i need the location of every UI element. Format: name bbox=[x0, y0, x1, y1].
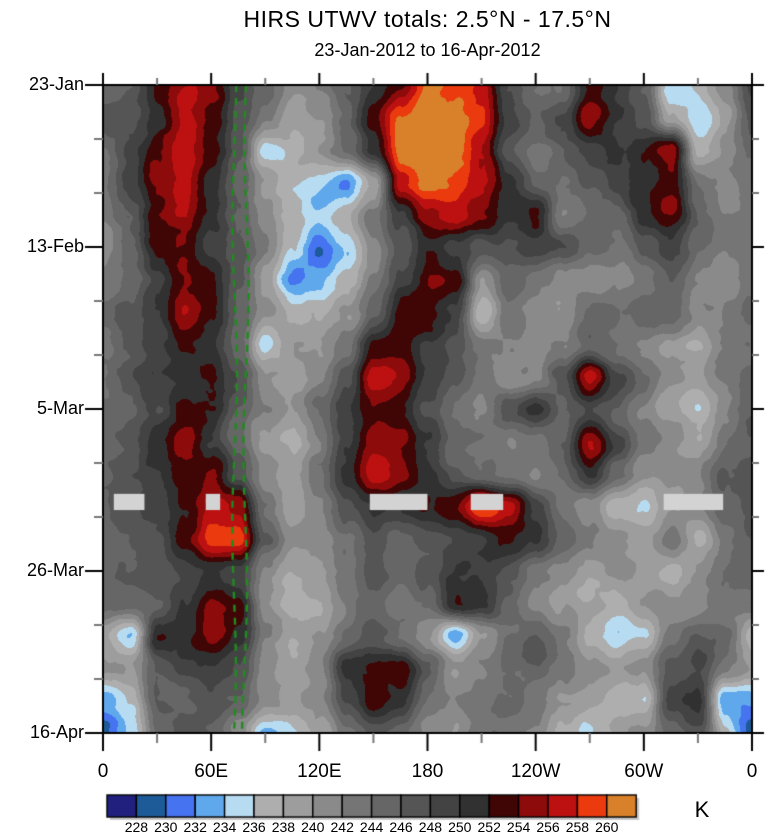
y-tick-label: 16-Apr bbox=[29, 722, 84, 742]
y-tick-label: 23-Jan bbox=[28, 74, 84, 94]
colorbar-tick-label: 254 bbox=[506, 819, 531, 834]
x-tick-label: 180 bbox=[411, 761, 444, 782]
colorbar-tick-label: 230 bbox=[154, 819, 178, 834]
chart-title: HIRS UTWV totals: 2.5°N - 17.5°N bbox=[243, 6, 612, 32]
colorbar-tick-label: 260 bbox=[595, 819, 619, 834]
colorbar-tick-label: 236 bbox=[242, 819, 266, 834]
chart-subtitle: 23-Jan-2012 to 16-Apr-2012 bbox=[314, 40, 541, 60]
colorbar-tick-label: 242 bbox=[330, 819, 354, 834]
colorbar-tick-label: 256 bbox=[536, 819, 560, 834]
colorbar-tick-label: 240 bbox=[301, 819, 325, 834]
colorbar-tick-label: 250 bbox=[448, 819, 472, 834]
colorbar-tick-label: 258 bbox=[565, 819, 590, 834]
colorbar-tick-label: 238 bbox=[271, 819, 296, 834]
x-tick-label: 120W bbox=[510, 761, 561, 782]
colorbar-tick-label: 252 bbox=[477, 819, 501, 834]
colorbar-tick-label: 246 bbox=[389, 819, 413, 834]
colorbar-units-label: K bbox=[694, 797, 710, 822]
colorbar-tick-label: 232 bbox=[183, 819, 207, 834]
colorbar-tick-label: 248 bbox=[418, 819, 443, 834]
colorbar-tick-label: 244 bbox=[359, 819, 384, 834]
x-tick-label: 60W bbox=[624, 761, 664, 782]
x-tick-label: 60E bbox=[194, 761, 229, 782]
y-tick-label: 5-Mar bbox=[36, 398, 84, 418]
x-tick-label: 0 bbox=[746, 761, 758, 782]
x-tick-label: 0 bbox=[97, 761, 109, 782]
colorbar-tick-label: 234 bbox=[212, 819, 237, 834]
colorbar-tick-label: 228 bbox=[124, 819, 149, 834]
x-tick-label: 120E bbox=[297, 761, 342, 782]
y-tick-label: 26-Mar bbox=[26, 560, 84, 580]
y-tick-label: 13-Feb bbox=[26, 236, 84, 256]
